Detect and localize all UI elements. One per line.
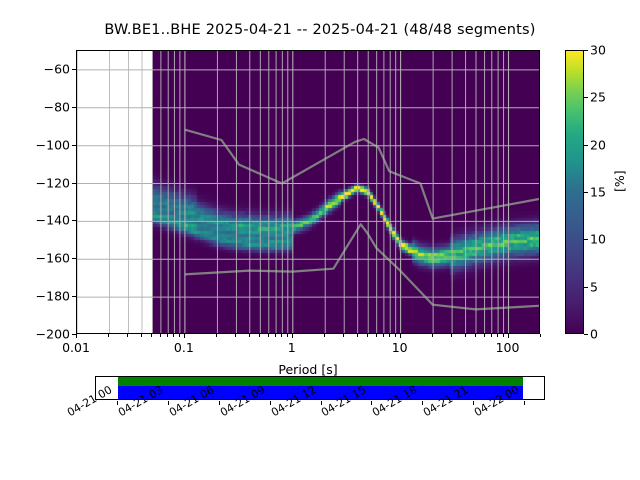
x-minor-tick xyxy=(389,334,391,337)
x-minor-tick xyxy=(367,334,369,337)
colorbar-tick-label: 5 xyxy=(590,279,598,295)
x-minor-tick xyxy=(497,334,499,337)
x-tick-label: 100 xyxy=(495,340,520,355)
x-axis-label: Period [s] xyxy=(278,362,338,377)
x-minor-tick xyxy=(483,334,485,337)
y-tick-mark xyxy=(72,182,76,184)
x-tick-mark xyxy=(507,334,509,338)
timeline-tick-mark xyxy=(117,401,118,405)
y-tick-mark xyxy=(72,220,76,222)
colorbar-tick-label: 30 xyxy=(590,42,606,58)
colorbar-tick-label: 25 xyxy=(590,89,606,105)
timeline-tick-mark xyxy=(218,401,220,405)
x-tick-label: 0.1 xyxy=(173,340,194,355)
x-minor-tick xyxy=(540,334,541,337)
y-tick-label: −80 xyxy=(43,99,70,115)
y-tick-label: −60 xyxy=(43,61,70,77)
timeline-tick-mark xyxy=(422,401,424,405)
x-minor-tick xyxy=(108,334,110,337)
x-minor-tick xyxy=(382,334,384,337)
y-tick-label: −140 xyxy=(35,212,70,228)
timeline-tick-mark xyxy=(371,401,373,405)
y-tick-mark xyxy=(72,68,76,70)
x-minor-tick xyxy=(167,334,169,337)
y-tick-mark xyxy=(72,106,76,108)
y-tick-mark xyxy=(72,144,76,146)
x-minor-tick xyxy=(281,334,283,337)
colorbar-tick-label: 20 xyxy=(590,137,606,153)
x-minor-tick xyxy=(178,334,180,337)
colorbar xyxy=(565,50,584,334)
y-tick-label: −200 xyxy=(35,326,70,342)
timeline-tick-mark xyxy=(320,401,322,405)
y-tick-mark xyxy=(72,258,76,260)
x-minor-tick xyxy=(356,334,358,337)
colorbar-tick xyxy=(584,286,588,288)
x-minor-tick xyxy=(502,334,504,337)
x-minor-tick xyxy=(267,334,269,337)
colorbar-tick xyxy=(584,192,588,193)
x-minor-tick xyxy=(151,334,153,337)
x-tick-mark xyxy=(399,334,401,338)
nlnm-line xyxy=(184,223,539,311)
density-canvas xyxy=(152,51,539,333)
colorbar-tick xyxy=(584,334,588,335)
x-minor-tick xyxy=(324,334,326,337)
x-minor-tick xyxy=(248,334,250,337)
noise-model-lines xyxy=(184,128,539,311)
colorbar-tick xyxy=(584,50,588,51)
y-tick-mark xyxy=(72,296,76,298)
x-minor-tick xyxy=(173,334,175,337)
x-minor-tick xyxy=(140,334,142,337)
ppsd-density-field xyxy=(152,51,539,333)
coverage-timeline xyxy=(95,376,545,400)
x-minor-tick xyxy=(275,334,277,337)
colorbar-tick xyxy=(584,97,588,99)
colorbar-tick xyxy=(584,144,588,146)
y-tick-label: −100 xyxy=(35,137,70,153)
y-tick-label: −180 xyxy=(35,288,70,304)
x-tick-label: 10 xyxy=(391,340,408,355)
x-minor-tick xyxy=(490,334,492,337)
timeline-tick-mark xyxy=(524,401,525,405)
timeline-tick-mark xyxy=(473,401,475,405)
x-minor-tick xyxy=(259,334,261,337)
timeline-band-green xyxy=(117,377,524,386)
ppsd-axes xyxy=(76,50,540,334)
x-tick-mark xyxy=(76,334,77,338)
x-minor-tick xyxy=(464,334,466,337)
y-tick-mark xyxy=(72,334,76,335)
timeline-tick-label: 04-21 00 xyxy=(65,383,115,420)
x-tick-mark xyxy=(291,334,293,338)
x-minor-tick xyxy=(127,334,129,337)
x-minor-tick xyxy=(432,334,434,337)
colorbar-tick-label: 15 xyxy=(590,184,606,200)
nhnm-line xyxy=(184,128,539,220)
colorbar-label: [%] xyxy=(612,170,627,192)
timeline-band-blue xyxy=(117,386,524,399)
timeline-tick-mark xyxy=(167,401,169,405)
x-minor-tick xyxy=(475,334,477,337)
x-minor-tick xyxy=(343,334,345,337)
x-minor-tick xyxy=(286,334,288,337)
timeline-tick-mark xyxy=(269,401,271,405)
x-tick-mark xyxy=(183,334,185,338)
x-minor-tick xyxy=(235,334,237,337)
colorbar-tick xyxy=(584,239,588,241)
x-tick-label: 0.01 xyxy=(62,340,90,355)
x-minor-tick xyxy=(216,334,218,337)
figure-title: BW.BE1..BHE 2025-04-21 -- 2025-04-21 (48… xyxy=(104,22,536,38)
colorbar-tick-label: 10 xyxy=(590,231,606,247)
x-tick-label: 1 xyxy=(287,340,296,355)
x-minor-tick xyxy=(394,334,396,337)
y-tick-label: −160 xyxy=(35,250,70,266)
y-tick-label: −120 xyxy=(35,175,70,191)
colorbar-tick-label: 0 xyxy=(590,326,598,342)
x-minor-tick xyxy=(375,334,377,337)
x-minor-tick xyxy=(451,334,453,337)
x-minor-tick xyxy=(159,334,161,337)
